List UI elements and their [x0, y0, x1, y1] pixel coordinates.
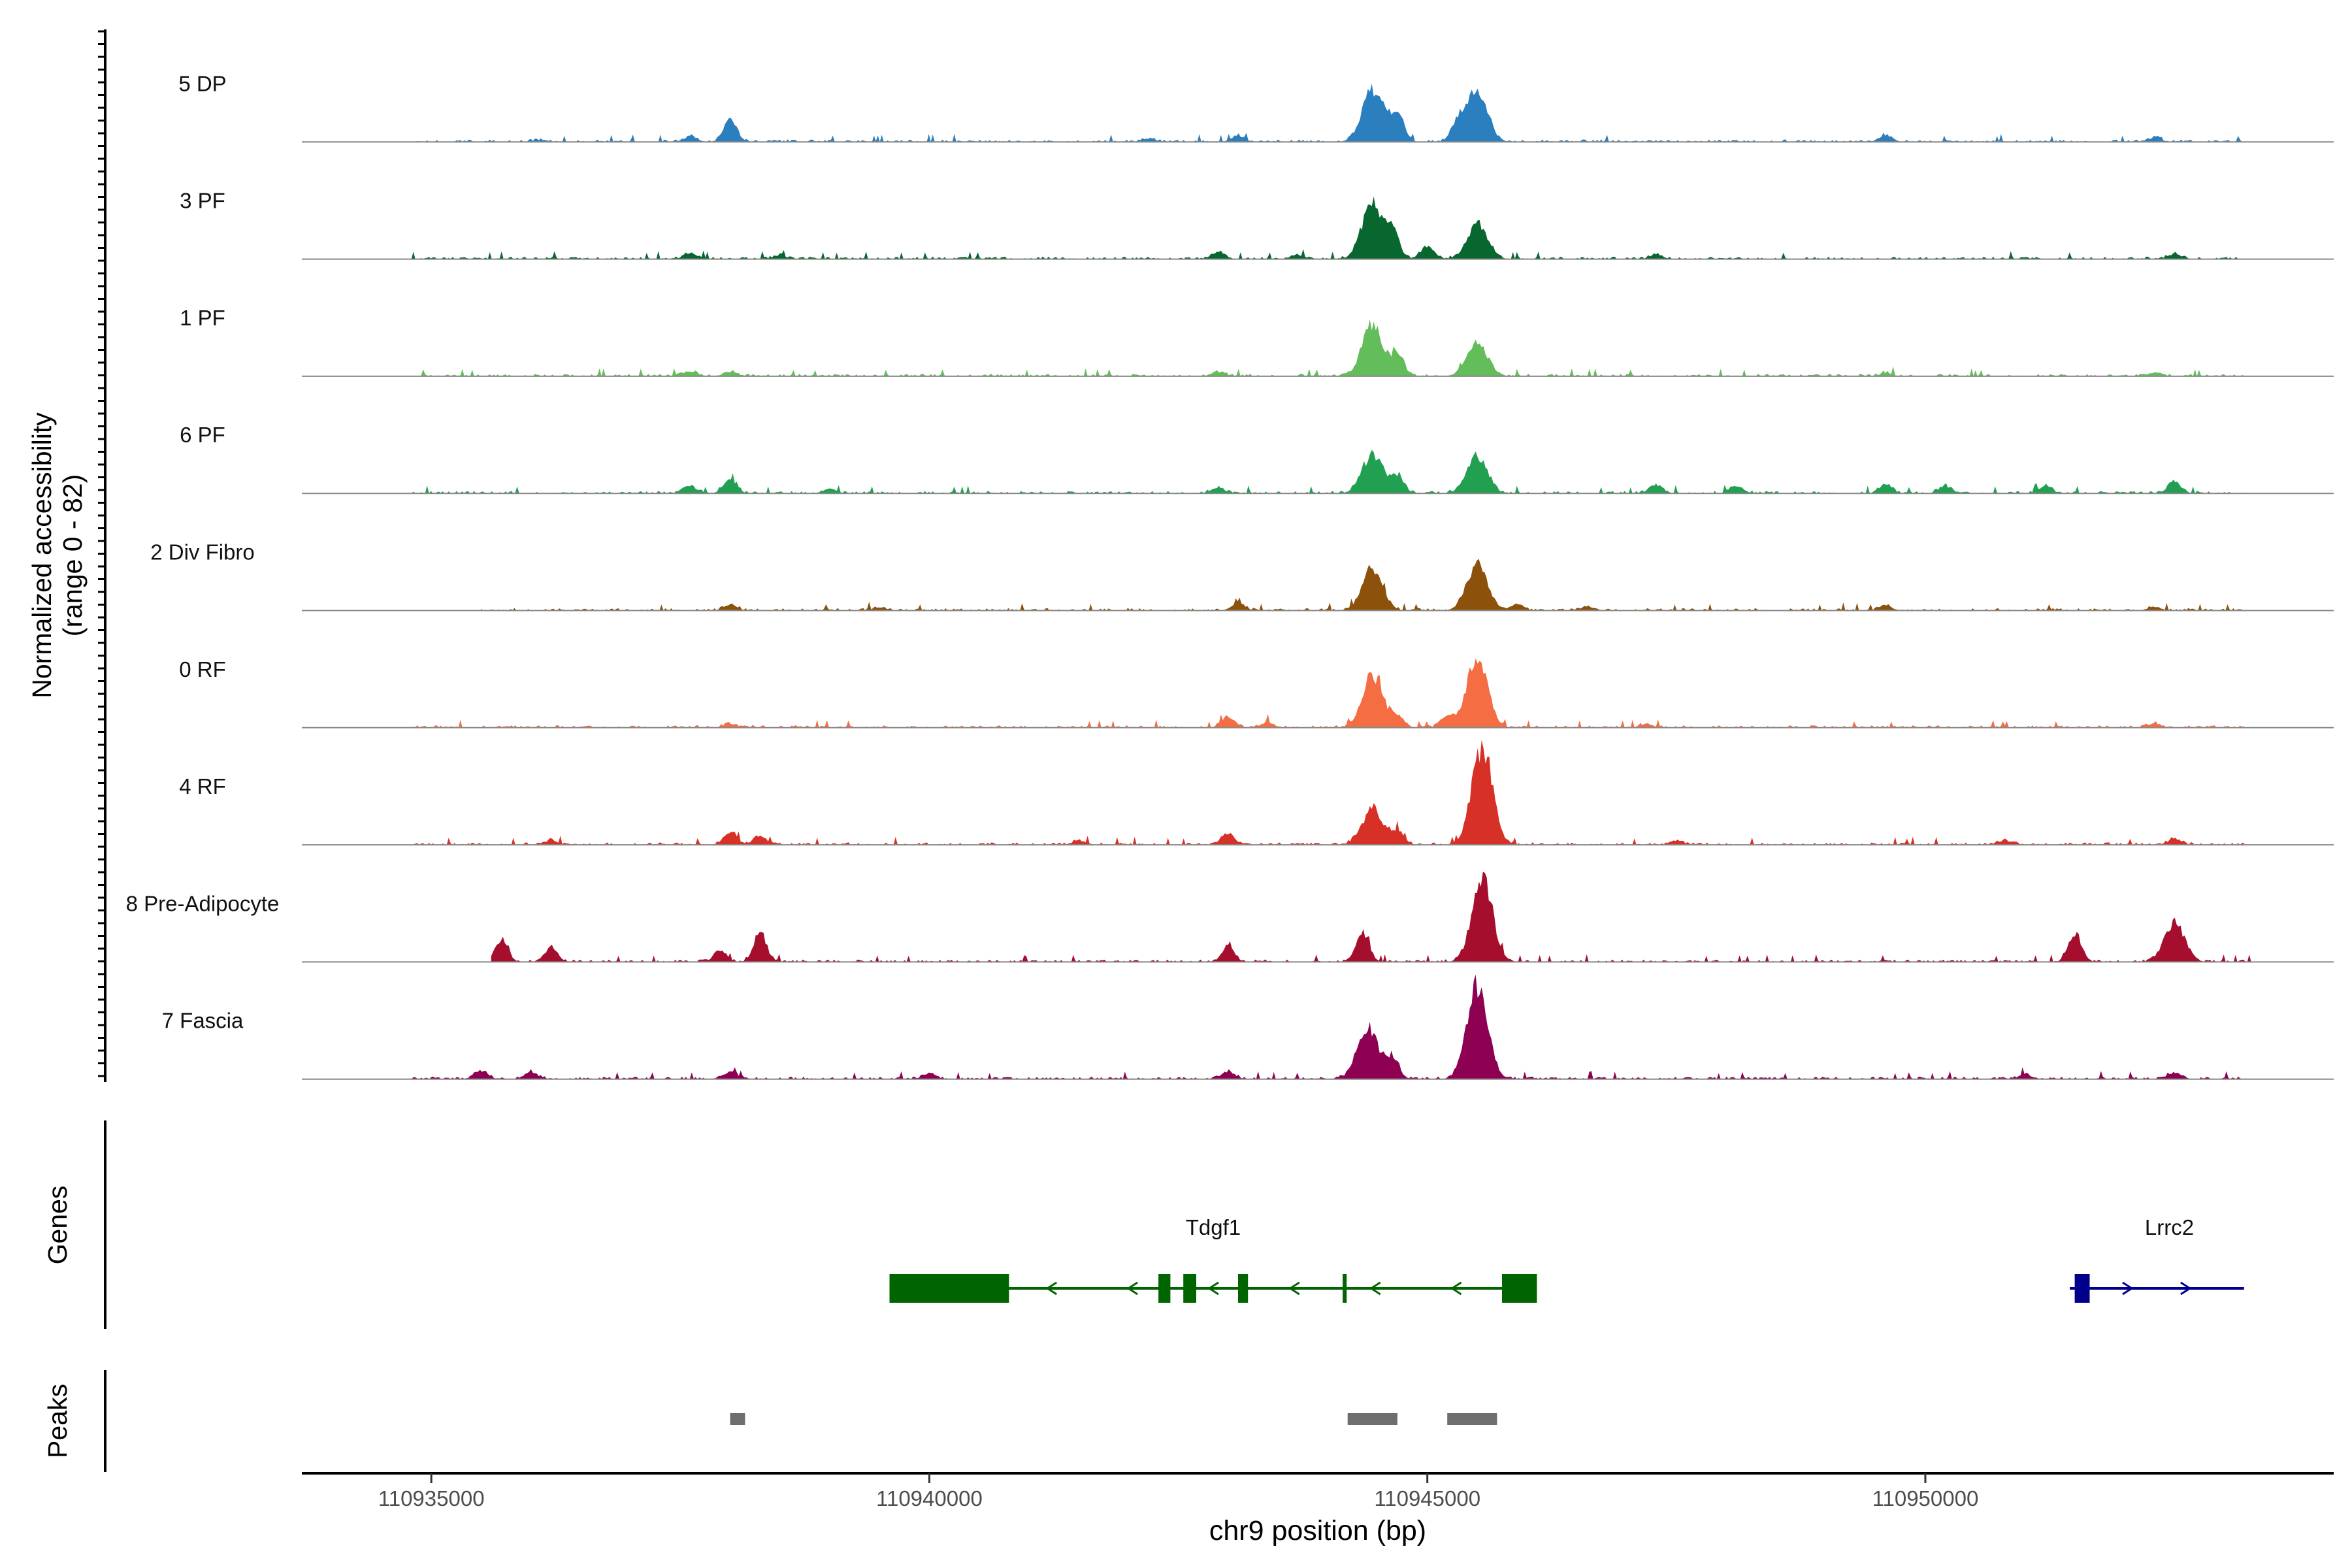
- coverage-area: [411, 740, 2244, 845]
- coverage-area: [411, 449, 2244, 494]
- exon: [889, 1274, 1009, 1303]
- track-label: 5 DP: [178, 71, 226, 95]
- x-tick-label: 110950000: [1872, 1486, 1979, 1511]
- coverage-area: [411, 658, 2244, 728]
- exon: [1502, 1274, 1537, 1303]
- peaks-panel-title: Peaks: [42, 1384, 73, 1458]
- track-label: 1 PF: [180, 306, 225, 330]
- coverage-tracks: 5 DP 3 PF 1 PF 6 PF 2 Div Fibro 0 RF 4 RF 8 Pre…: [126, 71, 2334, 1080]
- y-axis-title-line1: Normalized accessibility: [27, 412, 57, 698]
- exon: [1238, 1274, 1249, 1303]
- exon: [1343, 1274, 1347, 1303]
- strand-arrow: [1126, 1281, 1138, 1296]
- track-8: 7 Fascia: [162, 974, 2334, 1080]
- x-tick-label: 110935000: [378, 1486, 485, 1511]
- track-0: 5 DP: [178, 71, 2334, 143]
- gene-Tdgf1: Tdgf1: [889, 1215, 1537, 1303]
- x-tick-label: 110940000: [876, 1486, 983, 1511]
- peak-region: [1347, 1413, 1397, 1425]
- track-7: 8 Pre-Adipocyte: [126, 872, 2334, 963]
- gene-annotation-track: Tdgf1 Lrrc2: [889, 1215, 2244, 1303]
- strand-arrow: [1045, 1281, 1058, 1296]
- y-axis-title-line2: (range 0 - 82): [57, 474, 88, 636]
- coverage-area: [411, 319, 2244, 376]
- track-6: 4 RF: [179, 740, 2334, 846]
- track-3: 6 PF: [180, 423, 2334, 495]
- x-tick-label: 110945000: [1374, 1486, 1480, 1511]
- coverage-area: [411, 196, 2244, 259]
- exon: [2074, 1274, 2090, 1303]
- strand-arrow: [2122, 1281, 2134, 1296]
- strand-arrow: [2180, 1281, 2192, 1296]
- exon: [1183, 1274, 1196, 1303]
- x-axis-title: chr9 position (bp): [1209, 1515, 1426, 1546]
- coverage-y-ticks: [98, 30, 105, 1077]
- coverage-area: [411, 84, 2244, 142]
- track-label: 4 RF: [179, 774, 226, 798]
- track-1: 3 PF: [180, 189, 2334, 260]
- track-label: 3 PF: [180, 189, 225, 213]
- peak-region: [730, 1413, 745, 1425]
- track-5: 0 RF: [179, 657, 2334, 728]
- strand-arrow: [1450, 1281, 1462, 1296]
- x-axis-ticks: 110935000 110940000 110945000 110950000: [378, 1473, 1978, 1511]
- track-label: 0 RF: [179, 657, 226, 681]
- coverage-area: [491, 872, 2255, 962]
- track-label: 7 Fascia: [162, 1009, 244, 1033]
- gene-label: Tdgf1: [1186, 1215, 1241, 1239]
- peaks-track: [730, 1413, 1497, 1425]
- gene-label: Lrrc2: [2145, 1215, 2194, 1239]
- coverage-area: [481, 559, 2244, 611]
- track-label: 6 PF: [180, 423, 225, 447]
- strand-arrow: [1369, 1281, 1381, 1296]
- gene-Lrrc2: Lrrc2: [2070, 1215, 2244, 1303]
- track-2: 1 PF: [180, 306, 2334, 377]
- genes-panel-title: Genes: [42, 1186, 73, 1265]
- track-4: 2 Div Fibro: [150, 540, 2334, 612]
- coverage-area: [411, 974, 2244, 1079]
- track-label: 8 Pre-Adipocyte: [126, 891, 280, 915]
- strand-arrow: [1288, 1281, 1300, 1296]
- strand-arrow: [1207, 1281, 1219, 1296]
- peak-region: [1447, 1413, 1497, 1425]
- track-label: 2 Div Fibro: [150, 540, 255, 564]
- exon: [1158, 1274, 1171, 1303]
